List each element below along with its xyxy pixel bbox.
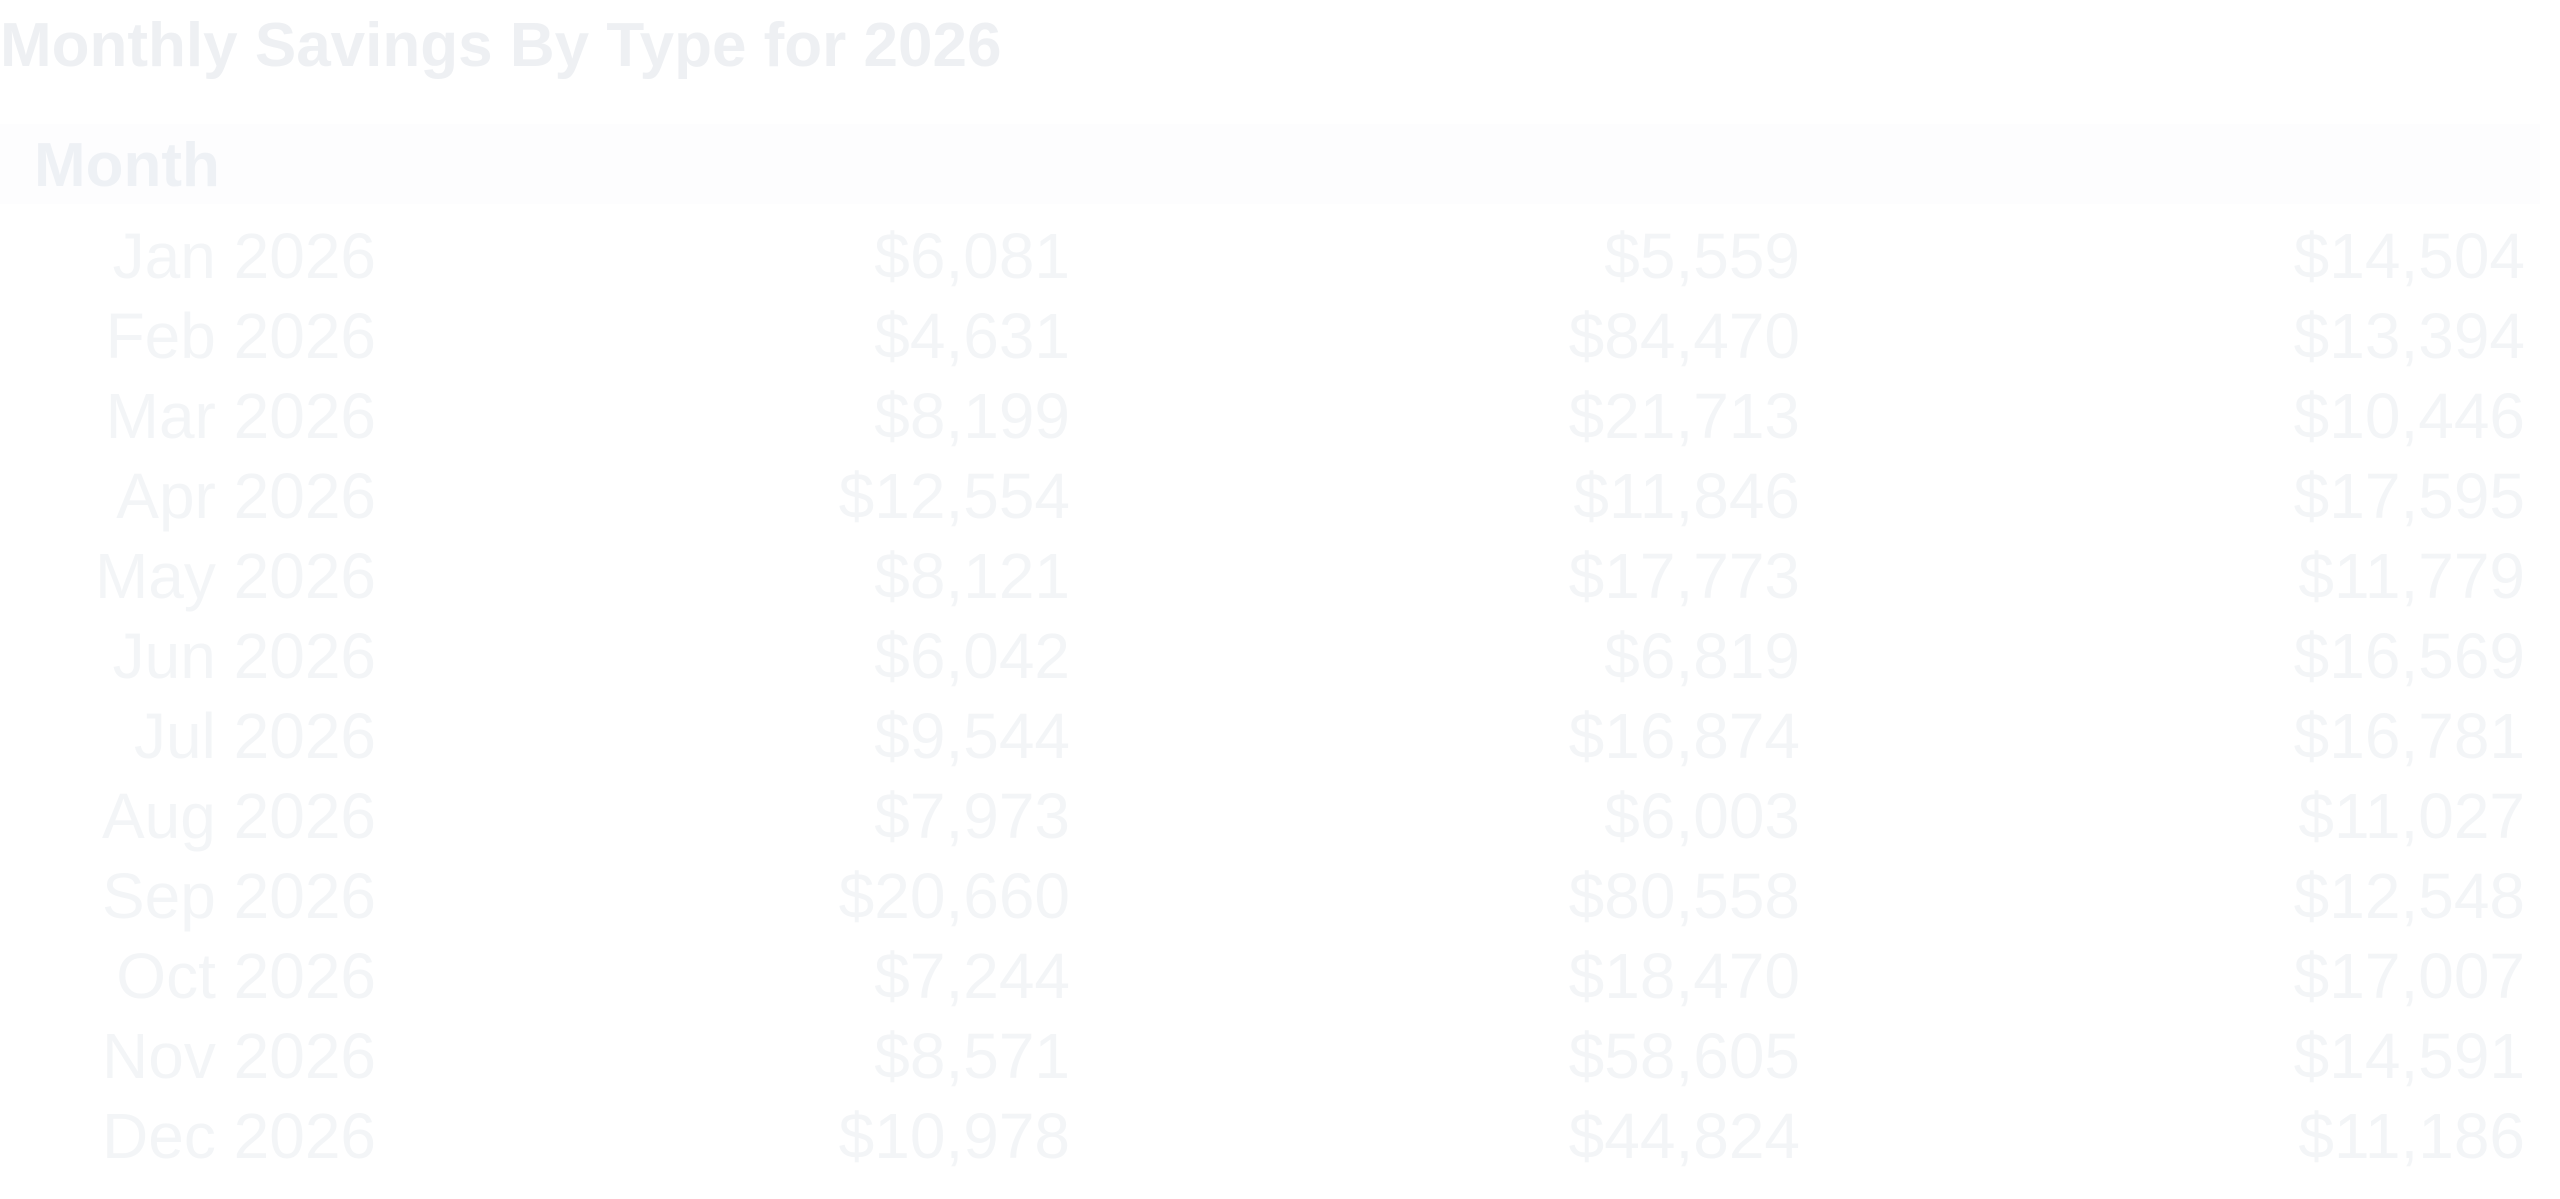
amount-cell: $16,874 xyxy=(1568,700,1800,772)
amount-cell: $21,713 xyxy=(1568,380,1800,452)
month-cell: Apr 2026 xyxy=(116,460,376,532)
table-row: Dec 2026 $10,978 $44,824 $11,186 xyxy=(0,1096,2560,1176)
table-row: Jul 2026 $9,544 $16,874 $16,781 xyxy=(0,696,2560,776)
month-cell: Jul 2026 xyxy=(134,700,376,772)
month-cell: Nov 2026 xyxy=(102,1020,376,1092)
amount-cell: $11,779 xyxy=(2298,540,2525,612)
month-cell: Feb 2026 xyxy=(105,300,376,372)
amount-cell: $7,244 xyxy=(874,940,1070,1012)
amount-cell: $11,186 xyxy=(2298,1100,2525,1172)
amount-cell: $13,394 xyxy=(2293,300,2525,372)
header-cell: Month xyxy=(34,131,220,200)
amount-cell: $58,605 xyxy=(1568,1020,1800,1092)
amount-cell: $12,548 xyxy=(2293,860,2525,932)
month-cell: May 2026 xyxy=(94,540,376,612)
amount-cell: $12,554 xyxy=(838,460,1070,532)
amount-cell: $18,470 xyxy=(1568,940,1800,1012)
table-header: Month xyxy=(0,124,2540,204)
month-cell: Jun 2026 xyxy=(112,620,376,692)
month-cell: Mar 2026 xyxy=(105,380,376,452)
amount-cell: $17,595 xyxy=(2293,460,2525,532)
amount-cell: $17,773 xyxy=(1568,540,1800,612)
amount-cell: $5,559 xyxy=(1604,220,1800,292)
amount-cell: $14,504 xyxy=(2293,220,2525,292)
amount-cell: $44,824 xyxy=(1568,1100,1800,1172)
amount-cell: $8,121 xyxy=(874,540,1070,612)
amount-cell: $10,978 xyxy=(838,1100,1070,1172)
amount-cell: $8,199 xyxy=(874,380,1070,452)
amount-cell: $17,007 xyxy=(2293,940,2525,1012)
table-row: Jun 2026 $6,042 $6,819 $16,569 xyxy=(0,616,2560,696)
amount-cell: $14,591 xyxy=(2293,1020,2525,1092)
amount-cell: $6,003 xyxy=(1604,780,1800,852)
amount-cell: $8,571 xyxy=(874,1020,1070,1092)
table-row: Mar 2026 $8,199 $21,713 $10,446 xyxy=(0,376,2560,456)
table-row: Nov 2026 $8,571 $58,605 $14,591 xyxy=(0,1016,2560,1096)
month-cell: Aug 2026 xyxy=(101,780,376,852)
month-cell: Sep 2026 xyxy=(101,860,376,932)
table-row: Apr 2026 $12,554 $11,846 $17,595 xyxy=(0,456,2560,536)
amount-cell: $4,631 xyxy=(874,300,1070,372)
month-cell: Oct 2026 xyxy=(116,940,376,1012)
table-row: Aug 2026 $7,973 $6,003 $11,027 xyxy=(0,776,2560,856)
amount-cell: $16,781 xyxy=(2293,700,2525,772)
table-row: Jan 2026 $6,081 $5,559 $14,504 xyxy=(0,216,2560,296)
table-row: Feb 2026 $4,631 $84,470 $13,394 xyxy=(0,296,2560,376)
month-cell: Dec 2026 xyxy=(102,1100,376,1172)
amount-cell: $84,470 xyxy=(1568,300,1800,372)
amount-cell: $11,846 xyxy=(1573,460,1800,532)
amount-cell: $9,544 xyxy=(874,700,1070,772)
amount-cell: $10,446 xyxy=(2293,380,2525,452)
month-cell: Jan 2026 xyxy=(112,220,376,292)
table-row: Oct 2026 $7,244 $18,470 $17,007 xyxy=(0,936,2560,1016)
amount-cell: $20,660 xyxy=(838,860,1070,932)
amount-cell: $7,973 xyxy=(874,780,1070,852)
table-row: May 2026 $8,121 $17,773 $11,779 xyxy=(0,536,2560,616)
amount-cell: $6,819 xyxy=(1604,620,1800,692)
table-row: Sep 2026 $20,660 $80,558 $12,548 xyxy=(0,856,2560,936)
amount-cell: $6,081 xyxy=(874,220,1070,292)
amount-cell: $6,042 xyxy=(874,620,1070,692)
amount-cell: $16,569 xyxy=(2293,620,2525,692)
amount-cell: $80,558 xyxy=(1568,860,1800,932)
amount-cell: $11,027 xyxy=(2298,780,2525,852)
title: Monthly Savings By Type for 2026 xyxy=(0,11,1002,80)
